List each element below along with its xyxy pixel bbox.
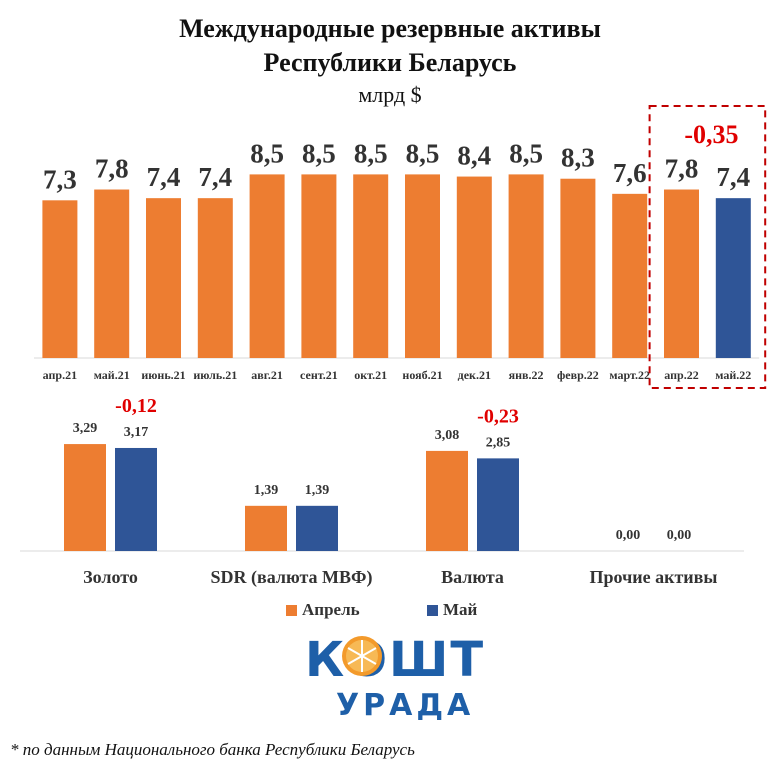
chart-title-line2: Республики Беларусь — [263, 48, 517, 77]
bar-value-label: 3,17 — [124, 425, 149, 440]
highlight-box — [648, 105, 767, 389]
bar-март.22 — [612, 193, 648, 358]
structure-chart: 3,29 3,17 -0,12 Золото 1,39 1,39 SDR (валюта М… — [20, 395, 744, 619]
bar-value-label: 8,5 — [250, 138, 284, 168]
bar-апр.22 — [664, 189, 699, 358]
bar-окт.21 — [353, 174, 389, 358]
footnote: * по данным Национального банка Республи… — [10, 740, 415, 759]
bar-value-label: 1,39 — [254, 483, 279, 498]
legend-label: Апрель — [302, 600, 360, 619]
bar-value-label: 8,4 — [457, 141, 491, 171]
bar-сент.21 — [301, 174, 337, 358]
bar-дек.21 — [456, 176, 492, 358]
x-tick-label: февр.22 — [557, 368, 599, 382]
bar-Май-Золото — [115, 447, 157, 551]
chart-title-line1: Международные резервные активы — [179, 14, 601, 43]
bar-Апрель-SDR (валюта МВФ) — [245, 505, 287, 551]
x-tick-label: июнь.21 — [141, 368, 185, 382]
legend-label: Май — [443, 600, 478, 619]
category-label: SDR (валюта МВФ) — [210, 567, 372, 588]
monthly-reserves-chart: 7,3 апр.21 7,8 май.21 7,4 июнь.21 7,4 июль.21 8,… — [34, 105, 767, 389]
x-tick-label: нояб.21 — [402, 368, 442, 382]
bar-янв.22 — [508, 174, 544, 358]
bar-value-label: 8,5 — [302, 138, 336, 168]
bar-value-label: 7,6 — [613, 158, 647, 188]
category-label: Прочие активы — [590, 567, 718, 587]
x-tick-label: янв.22 — [509, 368, 544, 382]
orange-slice-icon — [342, 636, 382, 676]
koshta-logo: КОШТ — [305, 632, 485, 688]
x-tick-label: март.22 — [609, 368, 650, 382]
bar-value-label: 3,29 — [73, 421, 98, 436]
category-label: Валюта — [441, 567, 504, 587]
bar-апр.21 — [42, 200, 78, 358]
bar-value-label: 8,5 — [406, 138, 440, 168]
legend-swatch-Апрель — [286, 605, 297, 616]
bar-value-label: 0,00 — [616, 528, 641, 543]
delta-annotation: -0,35 — [684, 120, 738, 149]
delta-annotation: -0,12 — [115, 395, 157, 417]
x-tick-label: сент.21 — [300, 368, 338, 382]
bar-авг.21 — [249, 174, 285, 358]
bar-июль.21 — [197, 198, 233, 358]
bar-value-label: 7,4 — [198, 162, 232, 192]
logo-text-koshta: КОШТ — [305, 632, 485, 688]
bar-value-label: 7,4 — [716, 162, 750, 192]
x-tick-label: май.22 — [715, 368, 751, 382]
bar-value-label: 7,8 — [95, 154, 129, 184]
bar-value-label: 8,3 — [561, 143, 595, 173]
logo-text-urada: УРАДА — [336, 688, 475, 723]
bar-value-label: 0,00 — [667, 528, 692, 543]
bar-value-label: 8,5 — [354, 138, 388, 168]
bar-нояб.21 — [405, 174, 440, 358]
x-tick-label: апр.22 — [664, 368, 698, 382]
bar-май.21 — [94, 189, 130, 358]
bar-Май-Валюта — [477, 458, 519, 551]
bar-value-label: 7,4 — [147, 162, 181, 192]
category-label: Золото — [83, 567, 138, 587]
x-tick-label: авг.21 — [251, 368, 283, 382]
x-tick-label: окт.21 — [354, 368, 387, 382]
bar-Апрель-Валюта — [426, 450, 468, 551]
legend-swatch-Май — [427, 605, 438, 616]
bar-value-label: 7,8 — [665, 154, 699, 184]
delta-annotation: -0,23 — [477, 405, 519, 427]
bar-value-label: 8,5 — [509, 138, 543, 168]
bar-май.22 — [715, 198, 751, 358]
bar-июнь.21 — [146, 198, 181, 358]
x-tick-label: апр.21 — [43, 368, 77, 382]
x-tick-label: май.21 — [94, 368, 130, 382]
bar-Апрель-Золото — [64, 444, 106, 551]
bar-февр.22 — [560, 178, 596, 358]
x-tick-label: июль.21 — [193, 368, 237, 382]
bar-value-label: 3,08 — [435, 428, 460, 443]
bar-value-label: 2,85 — [486, 435, 511, 450]
chart-unit: млрд $ — [358, 82, 422, 107]
bar-value-label: 7,3 — [43, 164, 77, 194]
bar-value-label: 1,39 — [305, 483, 330, 498]
x-tick-label: дек.21 — [458, 368, 491, 382]
bar-Май-SDR (валюта МВФ) — [296, 505, 338, 551]
